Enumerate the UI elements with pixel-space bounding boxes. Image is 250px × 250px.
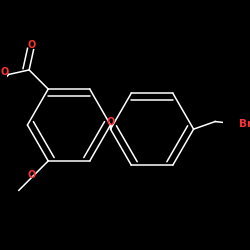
Text: Br: Br [238,119,250,129]
Text: O: O [28,40,36,50]
Text: O: O [0,67,9,77]
Text: O: O [27,170,36,180]
Text: O: O [106,117,115,127]
